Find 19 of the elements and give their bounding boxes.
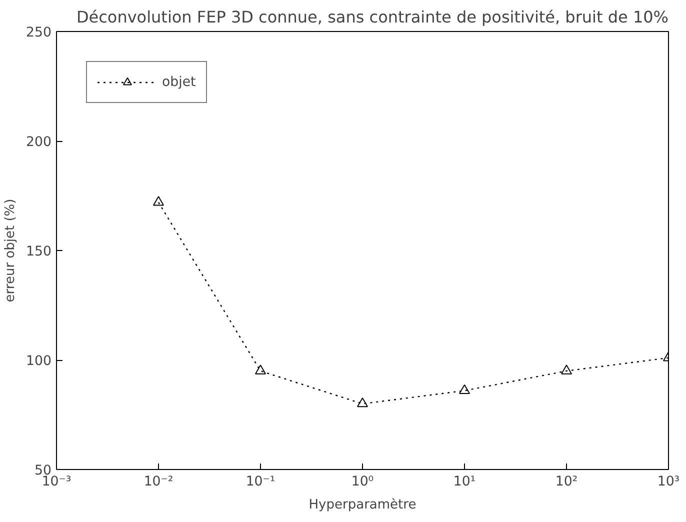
- y-tick-label: 100: [26, 354, 52, 369]
- y-tick-label: 150: [26, 244, 52, 260]
- x-tick-label: 10⁻¹: [246, 474, 276, 490]
- point: [357, 398, 368, 408]
- x-tick-label: 10³: [657, 474, 680, 490]
- y-axis-title: erreur objet (%): [3, 198, 18, 302]
- point: [153, 196, 164, 206]
- y-tick-label: 250: [26, 26, 52, 40]
- x-tick-label: 10²: [555, 474, 578, 490]
- point: [561, 364, 572, 374]
- x-axis-title: Hyperparamètre: [308, 498, 416, 512]
- x-tick-label: 10⁰: [351, 474, 374, 490]
- point: [255, 364, 266, 374]
- point: [459, 384, 470, 394]
- chart-title: Déconvolution FEP 3D connue, sans contrainte de positivité, bruit de 10%: [76, 8, 668, 26]
- x-tick-label: 10¹: [453, 474, 476, 490]
- y-tick-label: 200: [26, 135, 52, 150]
- x-tick-label: 10⁻²: [144, 474, 174, 490]
- legend-label: objet: [162, 74, 196, 90]
